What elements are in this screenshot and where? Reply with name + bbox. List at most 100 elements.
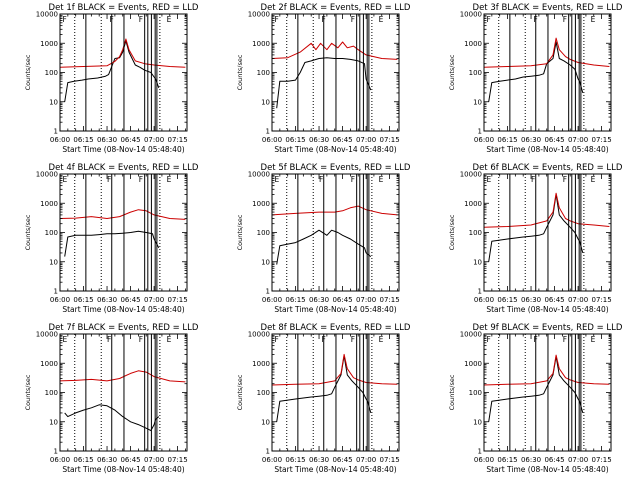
segment-label: E	[591, 175, 596, 184]
segment-label: F	[63, 15, 67, 24]
segment-label: F	[107, 175, 111, 184]
y-tick-label: 1000	[464, 360, 482, 368]
segment-label: E	[591, 335, 596, 344]
y-tick-label: 10	[261, 98, 270, 106]
x-axis-label: Start Time (08-Nov-14 05:48:40)	[486, 145, 608, 154]
lld-series-line	[271, 205, 398, 216]
segment-label: E	[167, 175, 172, 184]
segment-label: F	[487, 15, 491, 24]
events-series-line	[64, 40, 160, 102]
lld-series-line	[271, 353, 398, 386]
y-axis-label: Counts/sec	[448, 374, 456, 410]
x-tick-label: 07:15	[591, 456, 611, 464]
x-tick-label: 07:15	[379, 296, 399, 304]
segment-label: E	[63, 175, 68, 184]
x-tick-label: 07:15	[591, 136, 611, 144]
x-axis-label: Start Time (08-Nov-14 05:48:40)	[62, 145, 184, 154]
segment-label: F	[139, 335, 143, 344]
y-tick-label: 10	[261, 418, 270, 426]
y-axis-label: Counts/sec	[24, 54, 32, 90]
segment-label: F	[319, 175, 323, 184]
x-tick-label: 06:00	[262, 296, 282, 304]
y-axis-label: Counts/sec	[236, 54, 244, 90]
x-axis-label: Start Time (08-Nov-14 05:48:40)	[274, 145, 396, 154]
x-tick-label: 06:30	[97, 456, 117, 464]
events-series-line	[276, 229, 372, 265]
x-tick-label: 06:30	[309, 296, 329, 304]
segment-label: F	[534, 15, 538, 24]
detector-panel-5: Det 5f BLACK = Events, RED = LLD Counts/s…	[236, 163, 411, 314]
x-tick-label: 07:15	[379, 136, 399, 144]
segment-label: E	[63, 335, 68, 344]
y-tick-label: 1000	[252, 40, 270, 48]
x-tick-label: 06:15	[285, 296, 305, 304]
y-tick-label: 10000	[248, 171, 270, 179]
lld-series-line	[483, 37, 610, 68]
x-tick-label: 06:00	[262, 456, 282, 464]
segment-label: F	[275, 15, 279, 24]
detector-panel-1: Det 1f BLACK = Events, RED = LLD Counts/s…	[24, 3, 199, 154]
events-series-line	[488, 356, 584, 422]
x-tick-label: 06:00	[474, 456, 494, 464]
y-tick-label: 10	[473, 98, 482, 106]
y-tick-label: 100	[469, 389, 482, 397]
x-tick-label: 07:00	[356, 456, 376, 464]
detector-panel-7: Det 7f BLACK = Events, RED = LLD Counts/s…	[24, 323, 199, 474]
segment-label: F	[351, 15, 355, 24]
segment-label: F	[107, 335, 111, 344]
x-tick-label: 07:00	[144, 136, 164, 144]
segment-label: F	[563, 335, 567, 344]
y-tick-label: 1000	[464, 40, 482, 48]
y-tick-label: 10000	[36, 171, 58, 179]
x-tick-label: 07:15	[591, 296, 611, 304]
x-tick-label: 07:15	[167, 456, 187, 464]
x-tick-label: 06:30	[97, 296, 117, 304]
y-axis-label: Counts/sec	[24, 214, 32, 250]
x-tick-label: 06:30	[97, 136, 117, 144]
x-axis-label: Start Time (08-Nov-14 05:48:40)	[486, 305, 608, 314]
x-tick-label: 06:45	[544, 136, 564, 144]
segment-label: F	[351, 175, 355, 184]
x-tick-label: 07:00	[144, 296, 164, 304]
segment-label: E	[379, 15, 384, 24]
x-tick-label: 07:00	[356, 136, 376, 144]
x-axis-label: Start Time (08-Nov-14 05:48:40)	[62, 305, 184, 314]
segment-label: E	[379, 175, 384, 184]
x-tick-label: 06:30	[309, 456, 329, 464]
x-tick-label: 07:00	[356, 296, 376, 304]
y-tick-label: 10000	[460, 171, 482, 179]
y-tick-label: 1	[54, 448, 58, 456]
panel-title: Det 7f BLACK = Events, RED = LLD	[49, 323, 199, 333]
x-tick-label: 06:00	[474, 136, 494, 144]
y-tick-label: 1	[478, 288, 482, 296]
x-tick-label: 06:15	[73, 296, 93, 304]
y-tick-label: 100	[45, 229, 58, 237]
events-series-line	[64, 404, 160, 432]
segment-label: F	[563, 175, 567, 184]
x-tick-label: 06:15	[285, 456, 305, 464]
x-tick-label: 06:45	[332, 136, 352, 144]
y-tick-label: 10000	[36, 331, 58, 339]
events-series-line	[64, 230, 160, 257]
segment-label: F	[139, 175, 143, 184]
y-tick-label: 100	[257, 229, 270, 237]
x-tick-label: 06:00	[474, 296, 494, 304]
segment-label: E	[487, 175, 492, 184]
y-tick-label: 100	[257, 389, 270, 397]
y-tick-label: 10	[49, 258, 58, 266]
lld-series-line	[59, 370, 186, 383]
x-tick-label: 06:45	[120, 456, 140, 464]
x-tick-label: 07:00	[568, 136, 588, 144]
x-tick-label: 06:30	[309, 136, 329, 144]
panel-title: Det 1f BLACK = Events, RED = LLD	[49, 3, 199, 13]
segment-label: F	[534, 335, 538, 344]
x-tick-label: 06:00	[50, 136, 70, 144]
x-tick-label: 07:15	[167, 296, 187, 304]
events-series-line	[488, 193, 584, 262]
y-tick-label: 10000	[248, 331, 270, 339]
detector-panel-2: Det 2f BLACK = Events, RED = LLD Counts/s…	[236, 3, 411, 154]
segment-label: F	[563, 15, 567, 24]
x-tick-label: 06:30	[521, 136, 541, 144]
x-tick-label: 07:00	[568, 296, 588, 304]
